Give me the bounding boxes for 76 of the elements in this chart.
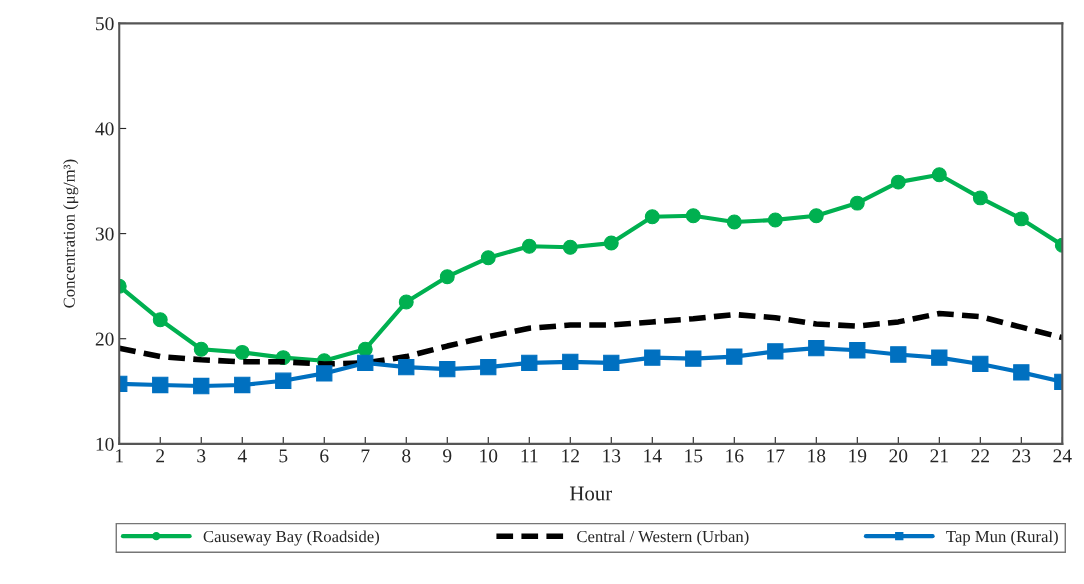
x-tick-label: 19 xyxy=(849,449,867,463)
point xyxy=(603,235,619,251)
y-tick-label: 20 xyxy=(95,332,114,346)
legend-label: Central / Western (Urban) xyxy=(577,530,749,546)
point xyxy=(398,294,414,310)
x-tick-label: 6 xyxy=(320,449,329,463)
legend-label: Tap Mun (Rural) xyxy=(946,530,1058,546)
x-tick-label: 2 xyxy=(156,449,165,463)
x-tick-label: 21 xyxy=(930,449,948,463)
x-tick-label: 24 xyxy=(1053,449,1072,463)
point xyxy=(234,344,250,360)
x-tick-label: 8 xyxy=(402,449,411,463)
point xyxy=(480,358,497,376)
point xyxy=(644,209,660,225)
x-tick-label: 7 xyxy=(361,449,370,463)
y-axis-title: Concentration (μg/m³) xyxy=(63,159,79,308)
y-tick-label: 40 xyxy=(95,122,114,136)
x-tick-label: 4 xyxy=(237,449,247,463)
x-tick-label: 17 xyxy=(767,449,785,463)
point xyxy=(562,239,578,255)
point xyxy=(316,365,333,382)
x-tick-label: 15 xyxy=(685,449,703,463)
point xyxy=(193,341,209,357)
point xyxy=(890,346,907,363)
x-tick-label: 3 xyxy=(197,449,206,463)
legend-label: Causeway Bay (Roadside) xyxy=(203,530,380,546)
point xyxy=(726,348,743,365)
x-tick-label: 13 xyxy=(603,449,621,463)
point xyxy=(603,354,620,372)
point xyxy=(767,212,783,228)
x-tick-label: 9 xyxy=(443,449,452,463)
point xyxy=(931,349,948,366)
point xyxy=(726,214,742,230)
x-tick-label: 22 xyxy=(971,449,989,463)
x-tick-label: 18 xyxy=(808,449,826,463)
y-tick-label: 10 xyxy=(96,437,114,451)
y-tick-label: 50 xyxy=(96,17,114,31)
point xyxy=(808,208,824,224)
x-tick-label: 5 xyxy=(279,449,288,463)
point xyxy=(849,195,865,211)
x-tick-label: 12 xyxy=(562,449,579,463)
x-tick-label: 23 xyxy=(1012,449,1031,463)
point xyxy=(808,340,825,357)
point xyxy=(398,358,415,376)
point xyxy=(275,372,292,389)
point xyxy=(152,376,169,394)
point xyxy=(439,361,456,378)
point xyxy=(644,349,661,366)
x-tick-label: 10 xyxy=(480,449,498,463)
point xyxy=(1013,211,1029,227)
point xyxy=(521,354,538,372)
point xyxy=(521,238,537,254)
point xyxy=(357,354,374,372)
point xyxy=(234,376,251,394)
point xyxy=(439,269,455,285)
x-tick-label: 16 xyxy=(726,449,744,463)
point xyxy=(480,250,496,266)
y-tick-label: 30 xyxy=(95,227,114,241)
point xyxy=(767,343,784,360)
x-axis-title: Hour xyxy=(569,486,613,501)
x-tick-label: 14 xyxy=(644,449,662,463)
point xyxy=(849,342,866,359)
point xyxy=(193,377,210,395)
point xyxy=(562,353,579,370)
point xyxy=(972,355,989,373)
point xyxy=(972,190,988,206)
point xyxy=(1013,364,1030,381)
point xyxy=(931,167,947,183)
point xyxy=(357,341,373,357)
x-tick-label: 1 xyxy=(116,449,123,463)
point xyxy=(685,350,702,367)
x-tick-label: 20 xyxy=(889,449,908,463)
point xyxy=(890,174,906,190)
point xyxy=(152,312,168,328)
point xyxy=(685,208,701,224)
x-tick-label: 11 xyxy=(521,449,538,463)
